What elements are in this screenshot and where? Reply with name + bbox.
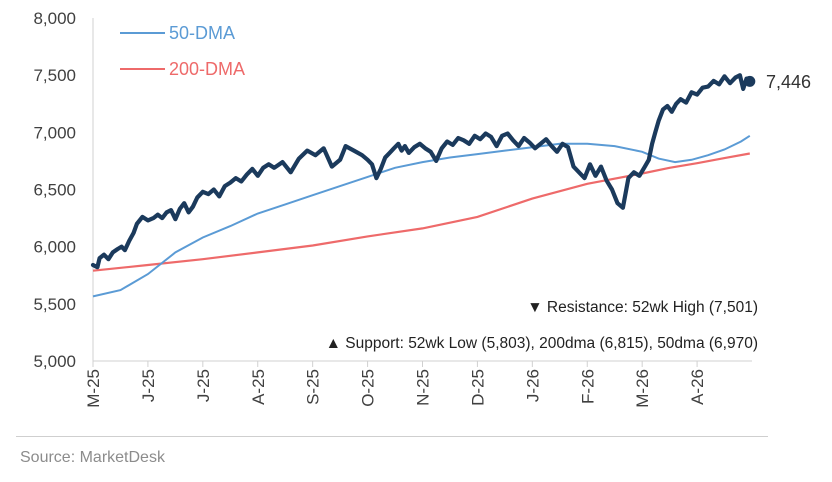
y-tick-label: 7,000 xyxy=(33,123,76,142)
ma200-line xyxy=(92,152,750,272)
y-tick-label: 5,000 xyxy=(33,352,76,371)
last-value-marker xyxy=(744,75,756,87)
x-tick-label: J-26 xyxy=(523,369,542,402)
x-tick-label: S-25 xyxy=(304,369,323,405)
price-line xyxy=(90,73,752,270)
x-tick-label: F-26 xyxy=(578,369,597,404)
legend: 50-DMA 200-DMA xyxy=(120,23,245,79)
y-tick-label: 8,000 xyxy=(33,9,76,28)
source-note: Source: MarketDesk xyxy=(20,449,165,466)
x-tick-label: M-25 xyxy=(84,369,103,408)
x-tick-label: J-25 xyxy=(139,369,158,402)
x-axis-ticks: M-25 J-25 J-25 A-25 S-25 O-25 N-25 D-25 J-26 F-26… xyxy=(84,361,707,408)
ma50-line xyxy=(92,134,751,298)
x-tick-label: J-25 xyxy=(194,369,213,402)
resistance-annotation: ▼ Resistance: 52wk High (7,501) xyxy=(527,299,758,316)
x-tick-label: M-26 xyxy=(633,369,652,408)
legend-ma200-label: 200-DMA xyxy=(169,59,245,79)
y-tick-label: 5,500 xyxy=(33,295,76,314)
last-value-label: 7,446 xyxy=(766,72,811,92)
x-tick-label: N-25 xyxy=(414,369,433,406)
y-tick-label: 7,500 xyxy=(33,66,76,85)
legend-ma50-label: 50-DMA xyxy=(169,23,235,43)
support-annotation: ▲ Support: 52wk Low (5,803), 200dma (6,8… xyxy=(326,335,758,352)
x-tick-label: A-25 xyxy=(249,369,268,405)
x-tick-label: D-25 xyxy=(468,369,487,406)
y-tick-label: 6,000 xyxy=(33,238,76,257)
y-tick-label: 6,500 xyxy=(33,181,76,200)
x-tick-label: A-26 xyxy=(688,369,707,405)
footer-divider xyxy=(16,436,768,437)
y-axis-ticks: 8,000 7,500 7,000 6,500 6,000 5,500 5,000 xyxy=(33,9,76,371)
x-tick-label: O-25 xyxy=(359,369,378,407)
